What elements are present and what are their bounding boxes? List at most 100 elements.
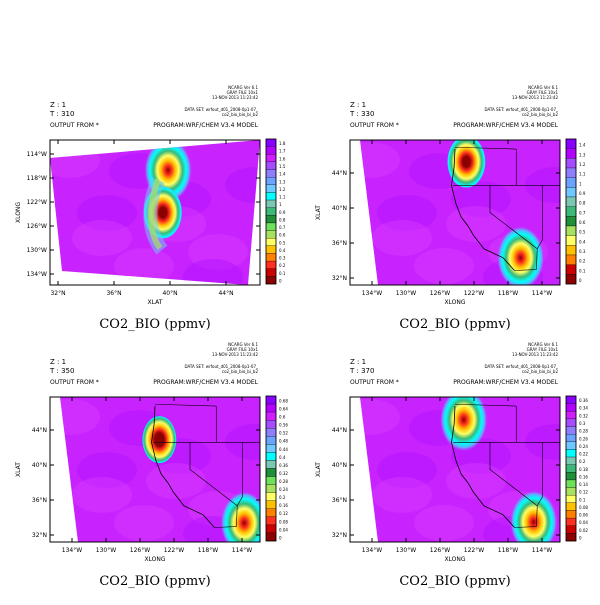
field-blotch [114, 248, 174, 284]
colorbar-label: 0.6 [579, 220, 586, 225]
colorbar-label: 0.8 [279, 217, 286, 222]
colorbar-label: 0.3 [579, 249, 586, 254]
dataset-line-1: DATA SET: wrfout_d01_2008-0p1-07_ [484, 364, 559, 369]
field-layer [360, 140, 560, 285]
field-blotch [377, 195, 437, 231]
y-tick-label: 134°W [27, 271, 47, 278]
field-layer [360, 397, 560, 542]
colorbar-cell [265, 460, 277, 469]
colorbar-cell [565, 426, 577, 435]
field-blotch [414, 505, 474, 541]
y-tick-label: 36°N [332, 497, 347, 504]
colorbar-cell [265, 508, 277, 517]
colorbar-cell [565, 502, 577, 511]
colorbar-cell [565, 167, 577, 178]
colorbar-label: 0.06 [579, 513, 588, 518]
time-label: T : 350 [49, 367, 74, 375]
y-tick-label: 40°N [332, 205, 347, 212]
x-axis-label: XLONG [144, 556, 165, 563]
field-blotch [72, 220, 132, 256]
y-tick-label: 126°W [27, 223, 47, 230]
state-border [454, 146, 517, 150]
panel-3: Z : 1T : 350 OUTPUT FROM * PROGRAM:WRF/CHE… [15, 342, 288, 589]
colorbar-label: 0.4 [279, 455, 286, 460]
colorbar-label: 1.4 [279, 172, 286, 177]
colorbar-label: 0.16 [579, 474, 588, 479]
field-blotch [525, 424, 560, 460]
colorbar-cell [565, 264, 577, 275]
colorbar-cell [265, 222, 277, 231]
state-border [514, 269, 537, 271]
colorbar-label: 0 [579, 535, 582, 540]
colorbar-label: 0.6 [279, 415, 286, 420]
field-layer [50, 140, 260, 285]
colorbar-cell [265, 428, 277, 437]
colorbar-label: 0.32 [279, 471, 288, 476]
colorbar-cell [265, 199, 277, 208]
colorbar-label: 0.1 [579, 497, 586, 502]
x-tick-label: 44°N [218, 290, 233, 297]
colorbar-cell [265, 192, 277, 201]
x-tick-label: 40°N [162, 290, 177, 297]
colorbar-label: 0.5 [579, 230, 586, 235]
colorbar-cell [565, 517, 577, 526]
y-tick-label: 36°N [332, 240, 347, 247]
ncl-line-3: 13-NOV-2013 11:23:42 [512, 352, 558, 357]
colorbar-cell [265, 184, 277, 193]
colorbar-cell [265, 420, 277, 429]
x-tick-label: 130°W [396, 547, 416, 554]
colorbar-cell [265, 403, 277, 413]
colorbar-label: 0.08 [579, 505, 588, 510]
state-border [214, 526, 237, 528]
colorbar-label: 0 [579, 278, 582, 283]
output-from: OUTPUT FROM * [350, 122, 399, 129]
time-label: T : 370 [349, 367, 374, 375]
ncl-line-1: NCARG Ver 6.1 [228, 342, 258, 347]
colorbar-cell [565, 206, 577, 217]
dataset-line-1: DATA SET: wrfout_d01_2008-0p1-07_ [184, 107, 259, 112]
field-blotch [146, 463, 206, 499]
colorbar-label: 1.6 [279, 156, 286, 161]
ncl-line-3: 13-NOV-2013 11:23:42 [512, 95, 558, 100]
state-border [154, 403, 217, 407]
colorbar-cell [265, 492, 277, 501]
colorbar-label: 0.08 [279, 519, 288, 524]
panel-title: CO2_BIO (ppmv) [99, 574, 210, 589]
colorbar-label: 0.4 [579, 239, 586, 244]
colorbar-cell [265, 524, 277, 534]
colorbar-cell [565, 510, 577, 519]
colorbar-cell [565, 411, 577, 420]
colorbar-label: 1.3 [279, 179, 286, 184]
colorbar-label: 1.8 [279, 141, 286, 146]
ncl-line-3: 13-NOV-2013 11:23:42 [212, 352, 258, 357]
panel-4: Z : 1T : 370 OUTPUT FROM * PROGRAM:WRF/CHE… [315, 342, 588, 589]
colorbar-cell [565, 495, 577, 503]
state-border [536, 442, 543, 527]
colorbar-label: 0.12 [579, 490, 588, 495]
colorbar-cell [265, 253, 277, 262]
colorbar-label: 0.1 [279, 271, 286, 276]
hotspot [142, 416, 177, 464]
colorbar-label: 0.18 [579, 467, 588, 472]
x-tick-label: 118°W [198, 547, 218, 554]
plot-frame [49, 139, 261, 286]
colorbar-cell [565, 148, 577, 159]
colorbar-cell [265, 484, 277, 493]
colorbar-label: 0.04 [579, 520, 588, 525]
y-tick-label: 36°N [32, 497, 47, 504]
x-tick-label: 122°W [164, 547, 184, 554]
colorbar-label: 0.4 [279, 248, 286, 253]
colorbar-label: 0.44 [279, 447, 288, 452]
colorbar-label: 0.24 [279, 487, 288, 492]
colorbar-cell [565, 418, 577, 427]
colorbar-label: 0.9 [579, 191, 586, 196]
colorbar-cell [565, 177, 577, 188]
colorbar-label: 0.34 [579, 406, 588, 411]
x-tick-label: 114°W [232, 547, 252, 554]
colorbar-cell [265, 468, 277, 477]
colorbar-cell [265, 532, 277, 542]
colorbar-label: 0.7 [279, 225, 286, 230]
colorbar-cell [565, 216, 577, 227]
y-tick-label: 114°W [27, 151, 47, 158]
colorbar-label: 1.1 [579, 172, 586, 177]
